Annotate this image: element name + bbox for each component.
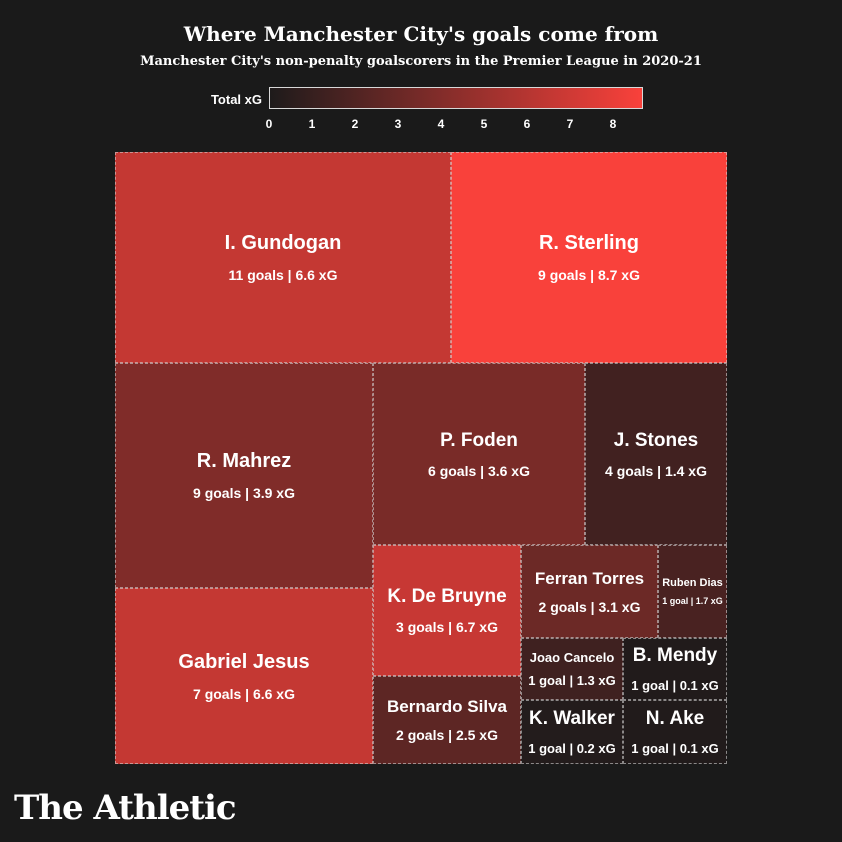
treemap-cell: Ruben Dias 1 goal | 1.7 xG [658, 545, 727, 638]
legend-tick-label: 7 [566, 117, 574, 131]
treemap-cell: B. Mendy 1 goal | 0.1 xG [623, 638, 727, 700]
player-name: Joao Cancelo [529, 650, 615, 665]
player-name: R. Mahrez [196, 450, 292, 472]
chart-title: Where Manchester City's goals come from [183, 22, 659, 46]
treemap-cell: Ferran Torres 2 goals | 3.1 xG [521, 545, 658, 638]
legend-tick-label: 0 [265, 117, 273, 131]
legend-tick-label: 6 [523, 117, 531, 131]
legend-color-scale [269, 87, 643, 109]
treemap-cell: Joao Cancelo 1 goal | 1.3 xG [521, 638, 623, 700]
treemap-cell: K. De Bruyne 3 goals | 6.7 xG [373, 545, 521, 676]
player-stats-label: 4 goals | 1.4 xG [605, 462, 707, 479]
player-stats-label: 2 goals | 2.5 xG [396, 727, 498, 743]
player-name: J. Stones [613, 429, 699, 451]
player-stats-label: 1 goal | 0.1 xG [631, 678, 719, 693]
player-stats-label: 6 goals | 3.6 xG [428, 462, 530, 479]
player-stats-label: 1 goal | 1.7 xG [662, 596, 723, 606]
legend-title: Total xG [210, 92, 262, 107]
player-name: R. Sterling [538, 232, 639, 254]
treemap-cell: R. Sterling 9 goals | 8.7 xG [451, 152, 727, 363]
legend-tick-label: 3 [394, 117, 402, 131]
treemap-cell: R. Mahrez 9 goals | 3.9 xG [115, 363, 373, 588]
player-stats-label: 1 goal | 1.3 xG [528, 673, 616, 688]
player-name: P. Foden [440, 429, 518, 451]
player-name: Ferran Torres [534, 568, 645, 588]
player-name: Ruben Dias [662, 577, 723, 589]
legend-tick-label: 2 [351, 117, 359, 131]
player-name: Bernardo Silva [387, 697, 507, 716]
legend-tick-label: 4 [437, 117, 445, 131]
player-stats-label: 9 goals | 8.7 xG [538, 267, 640, 283]
brand-logo: The Athletic [14, 788, 237, 828]
player-stats-label: 1 goal | 0.1 xG [631, 741, 719, 756]
player-stats-label: 7 goals | 6.6 xG [193, 685, 295, 702]
player-stats-label: 11 goals | 6.6 xG [228, 267, 338, 283]
player-stats-label: 3 goals | 6.7 xG [396, 619, 498, 635]
legend-tick-label: 5 [480, 117, 488, 131]
player-stats-label: 2 goals | 3.1 xG [538, 598, 641, 615]
treemap-cell: Gabriel Jesus 7 goals | 6.6 xG [115, 588, 373, 764]
legend-tick-label: 8 [609, 117, 617, 131]
player-name: N. Ake [645, 708, 705, 729]
player-name: Gabriel Jesus [178, 650, 310, 673]
player-stats-label: 1 goal | 0.2 xG [528, 741, 616, 756]
treemap-cell: K. Walker 1 goal | 0.2 xG [521, 700, 623, 764]
player-stats-label: 9 goals | 3.9 xG [193, 485, 295, 501]
legend-tick-label: 1 [308, 117, 316, 131]
treemap-cell: N. Ake 1 goal | 0.1 xG [623, 700, 727, 764]
player-name: B. Mendy [632, 645, 718, 666]
player-name: K. Walker [529, 708, 615, 729]
chart-subtitle: Manchester City's non-penalty goalscorer… [140, 54, 702, 69]
treemap-cell: Bernardo Silva 2 goals | 2.5 xG [373, 676, 521, 764]
treemap-cell: I. Gundogan 11 goals | 6.6 xG [115, 152, 451, 363]
player-name: K. De Bruyne [387, 586, 507, 607]
player-name: I. Gundogan [224, 232, 342, 254]
treemap-cell: P. Foden 6 goals | 3.6 xG [373, 363, 585, 545]
treemap-cell: J. Stones 4 goals | 1.4 xG [585, 363, 727, 545]
